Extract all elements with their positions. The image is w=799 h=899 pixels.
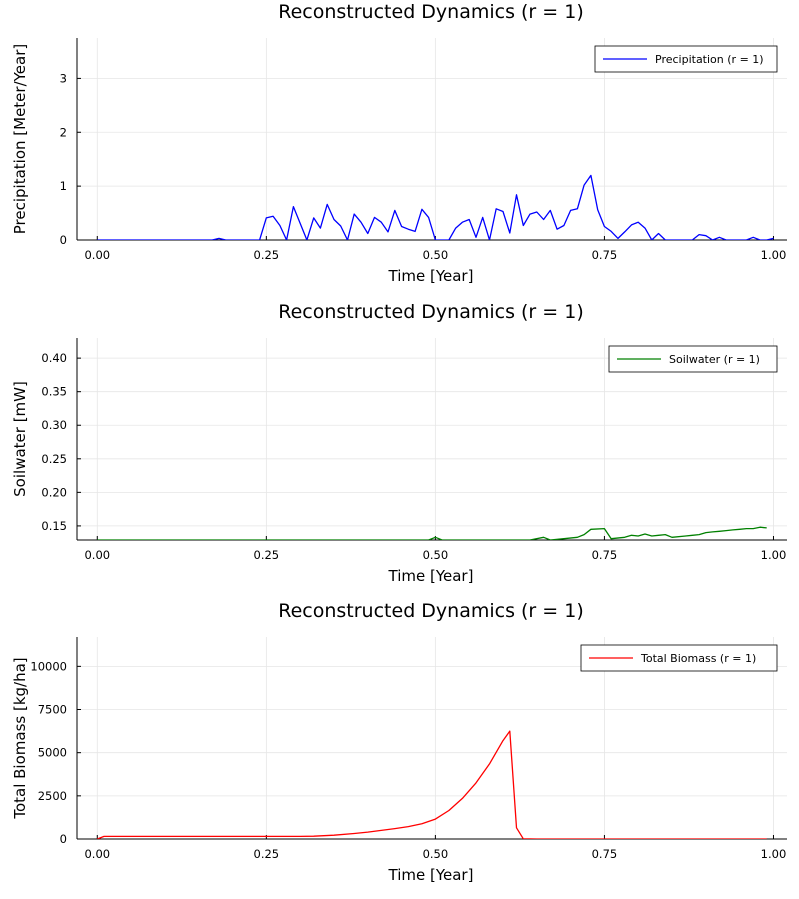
y-tick-label: 0.20 bbox=[41, 485, 67, 499]
x-tick-label: 0.00 bbox=[84, 548, 110, 562]
y-tick-label: 0 bbox=[60, 233, 67, 247]
series-line-1 bbox=[97, 174, 774, 240]
x-axis-label: Time [Year] bbox=[388, 267, 474, 285]
x-tick-label: 0.00 bbox=[84, 847, 110, 861]
x-tick-label: 0.00 bbox=[84, 248, 110, 262]
legend-label: Soilwater (r = 1) bbox=[669, 353, 760, 366]
x-tick-label: 0.50 bbox=[423, 248, 449, 262]
x-tick-label: 0.25 bbox=[254, 847, 280, 861]
chart-title: Reconstructed Dynamics (r = 1) bbox=[278, 1, 584, 23]
x-tick-label: 1.00 bbox=[761, 548, 787, 562]
x-tick-label: 0.75 bbox=[592, 548, 618, 562]
x-tick-label: 1.00 bbox=[761, 847, 787, 861]
y-tick-label: 3 bbox=[60, 71, 67, 85]
y-axis-label: Soilwater [mW] bbox=[11, 381, 29, 497]
x-tick-label: 0.75 bbox=[592, 248, 618, 262]
chart-panel-3: 0.00 0.25 0.50 0.75 1.00 0 2500 5000 7500 10000 Re… bbox=[11, 600, 787, 884]
chart-panel-1: 0.00 0.25 0.50 0.75 1.00 0 1 2 3 Reconstructed Dy… bbox=[11, 1, 787, 285]
y-tick-label: 0.40 bbox=[41, 351, 67, 365]
y-tick-label: 1 bbox=[60, 179, 67, 193]
x-tick-label: 0.50 bbox=[423, 847, 449, 861]
x-tick-label: 0.25 bbox=[254, 248, 280, 262]
y-tick-label: 0.35 bbox=[41, 385, 67, 399]
y-tick-label: 0.25 bbox=[41, 452, 67, 466]
y-tick-label: 0 bbox=[60, 832, 67, 846]
x-tick-label: 0.75 bbox=[592, 847, 618, 861]
series-line-1 bbox=[97, 526, 767, 540]
chart-panel-2: 0.00 0.25 0.50 0.75 1.00 0.15 0.20 0.25 0.30 0.35… bbox=[11, 301, 787, 585]
x-axis-label: Time [Year] bbox=[388, 866, 474, 884]
chart-title: Reconstructed Dynamics (r = 1) bbox=[278, 301, 584, 323]
series-line-1 bbox=[97, 730, 767, 839]
y-tick-label: 7500 bbox=[38, 703, 67, 717]
legend-label: Total Biomass (r = 1) bbox=[640, 652, 756, 665]
chart-title: Reconstructed Dynamics (r = 1) bbox=[278, 600, 584, 622]
y-tick-label: 2500 bbox=[38, 789, 67, 803]
x-tick-label: 1.00 bbox=[761, 248, 787, 262]
y-tick-label: 5000 bbox=[38, 746, 67, 760]
y-tick-label: 0.15 bbox=[41, 519, 67, 533]
x-axis-label: Time [Year] bbox=[388, 567, 474, 585]
y-tick-label: 0.30 bbox=[41, 418, 67, 432]
y-tick-label: 2 bbox=[60, 125, 67, 139]
y-tick-label: 10000 bbox=[30, 659, 67, 673]
x-tick-label: 0.25 bbox=[254, 548, 280, 562]
y-axis-label: Precipitation [Meter/Year] bbox=[11, 44, 29, 235]
y-axis-label: Total Biomass [kg/ha] bbox=[11, 657, 29, 819]
legend-label: Precipitation (r = 1) bbox=[655, 53, 764, 66]
x-tick-label: 0.50 bbox=[423, 548, 449, 562]
